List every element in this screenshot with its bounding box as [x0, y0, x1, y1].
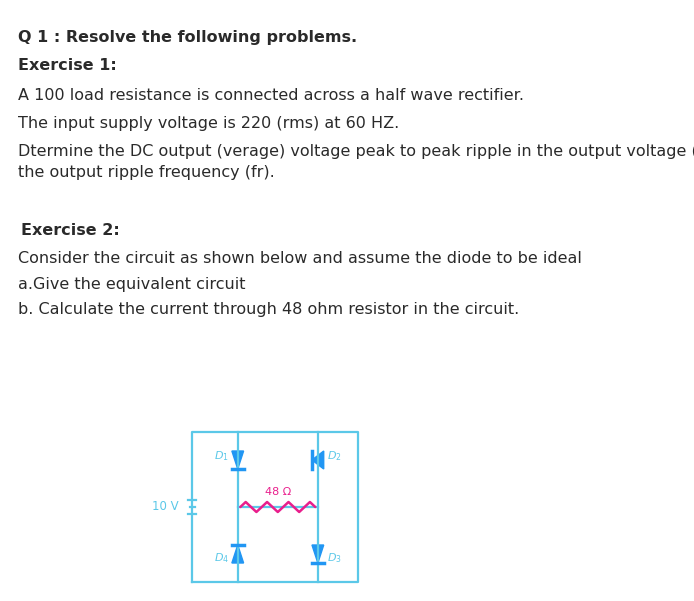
Polygon shape: [312, 545, 323, 563]
Text: a.Give the equivalent circuit: a.Give the equivalent circuit: [18, 277, 246, 292]
Text: $D_1$: $D_1$: [214, 449, 228, 463]
Text: $D_3$: $D_3$: [327, 551, 341, 565]
Text: 10 V: 10 V: [153, 501, 179, 513]
Polygon shape: [312, 451, 323, 469]
Text: Exercise 2:: Exercise 2:: [21, 223, 119, 238]
Text: The input supply voltage is 220 (rms) at 60 HZ.: The input supply voltage is 220 (rms) at…: [18, 116, 400, 131]
Text: 48 Ω: 48 Ω: [264, 487, 291, 497]
Text: the output ripple frequency (fr).: the output ripple frequency (fr).: [18, 165, 275, 180]
Text: Q 1 : Resolve the following problems.: Q 1 : Resolve the following problems.: [18, 30, 357, 45]
Text: $D_4$: $D_4$: [214, 551, 228, 565]
Text: b. Calculate the current through 48 ohm resistor in the circuit.: b. Calculate the current through 48 ohm …: [18, 302, 520, 317]
Polygon shape: [232, 451, 244, 469]
Text: Exercise 1:: Exercise 1:: [18, 58, 117, 73]
Polygon shape: [232, 545, 244, 563]
Text: A 100 load resistance is connected across a half wave rectifier.: A 100 load resistance is connected acros…: [18, 88, 524, 103]
Text: $D_2$: $D_2$: [327, 449, 341, 463]
Text: Consider the circuit as shown below and assume the diode to be ideal: Consider the circuit as shown below and …: [18, 251, 582, 266]
Text: Dtermine the DC output (verage) voltage peak to peak ripple in the output voltag: Dtermine the DC output (verage) voltage …: [18, 144, 694, 159]
